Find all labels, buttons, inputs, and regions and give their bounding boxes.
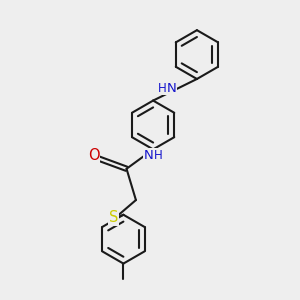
Text: N: N	[144, 149, 154, 162]
Text: S: S	[109, 210, 118, 225]
Text: H: H	[158, 82, 166, 95]
Text: N: N	[167, 82, 177, 95]
Text: O: O	[88, 148, 100, 164]
Text: H: H	[154, 149, 163, 162]
